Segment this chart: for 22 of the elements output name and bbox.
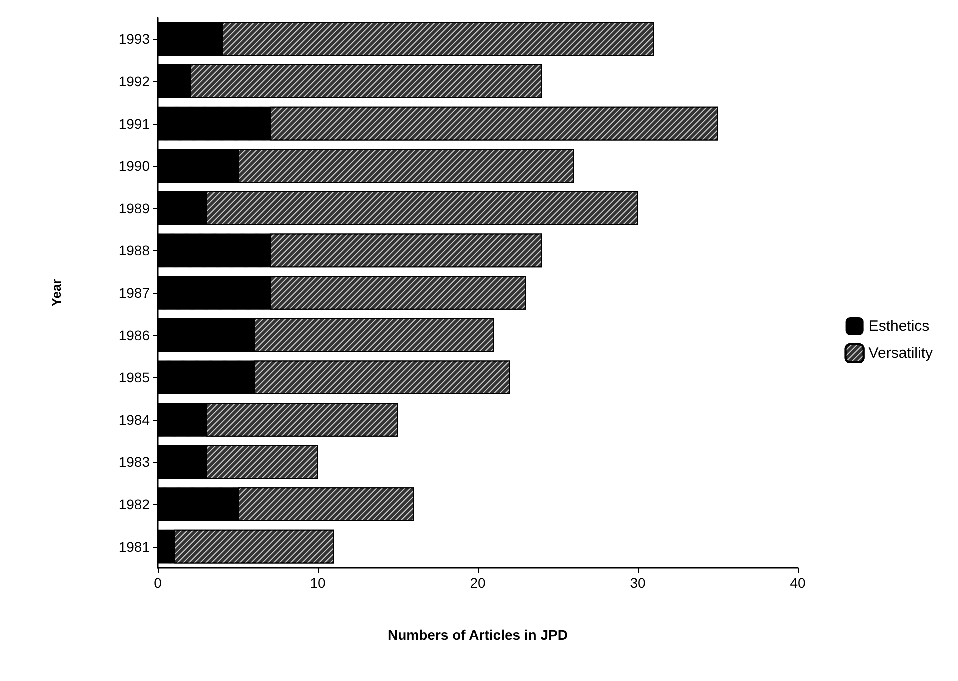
y-tick-label: 1982 xyxy=(118,496,150,513)
x-axis-title: Numbers of Articles in JPD xyxy=(388,627,568,643)
x-tick-label: 30 xyxy=(630,575,646,591)
y-tick-label: 1992 xyxy=(118,73,150,90)
x-tick-label: 10 xyxy=(310,575,326,591)
x-tick-label: 0 xyxy=(154,575,162,591)
y-tick-label: 1981 xyxy=(118,538,150,555)
y-tick-label: 1984 xyxy=(118,412,150,428)
y-tick-label: 1983 xyxy=(118,454,150,470)
y-axis-title: Year xyxy=(49,279,64,307)
y-tick-label: 1988 xyxy=(118,242,150,259)
y-tick-label: 1985 xyxy=(118,370,150,386)
legend-label: Esthetics xyxy=(868,318,930,335)
y-tick-label: 1993 xyxy=(118,31,150,48)
legend-label: Versatility xyxy=(868,345,934,362)
y-tick-label: 1991 xyxy=(118,116,150,132)
y-tick-label: 1990 xyxy=(118,158,150,174)
y-tick-label: 1986 xyxy=(118,327,150,344)
x-tick-label: 20 xyxy=(470,575,486,591)
x-tick-label: 40 xyxy=(790,575,806,591)
y-tick-label: 1989 xyxy=(118,200,150,216)
y-tick-label: 1987 xyxy=(118,285,150,301)
